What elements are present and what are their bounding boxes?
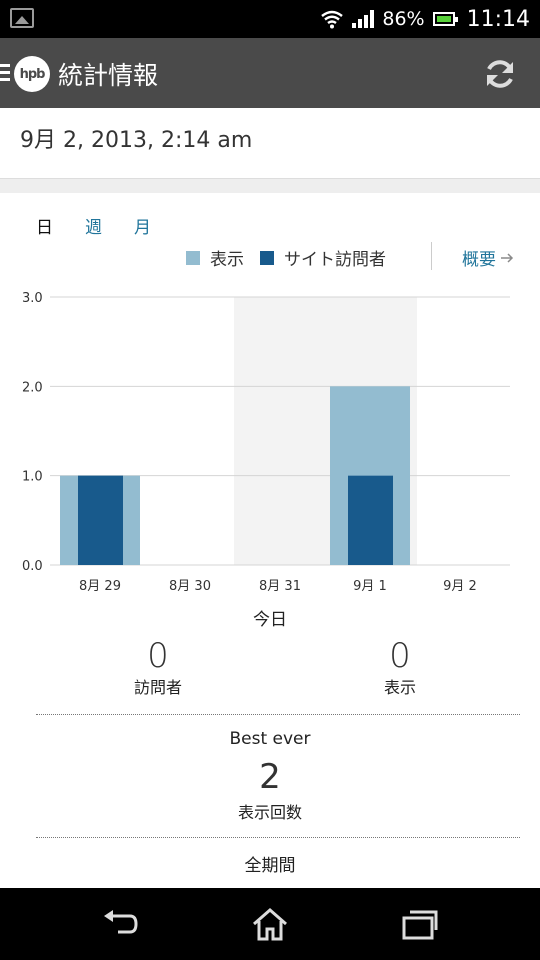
x-tick-label: 8月 29 [79,579,121,594]
chart-legend: 表示 サイト訪問者 [186,245,402,270]
x-tick-label: 9月 1 [353,579,387,594]
visitors-swatch [260,250,274,265]
today-visitors-label: 訪問者 [133,678,182,697]
refresh-icon[interactable] [482,56,518,92]
tab-month[interactable]: 月 [134,218,151,238]
today-views: 0 表示 [300,636,500,698]
today-visitors: 0 訪問者 [58,636,258,698]
overview-link[interactable]: 概要 [462,245,514,270]
tab-day[interactable]: 日 [36,218,53,238]
stats-chart: 0.0 1.0 2.0 3.0 8月 29 8月 30 8月 31 9月 1 9月 2 [22,291,510,594]
y-tick-label: 2.0 [22,380,43,395]
overview-label: 概要 [462,250,496,270]
best-ever-label: Best ever [229,729,311,749]
page-title: 統計情報 [58,61,159,90]
drawer-menu-icon[interactable] [0,64,10,82]
tab-week[interactable]: 週 [85,218,102,238]
views-swatch [186,250,200,265]
x-tick-label: 8月 31 [259,579,301,594]
best-ever-value: 2 [259,757,281,797]
bar-visitors [348,475,393,565]
legend-separator [431,242,432,270]
date-row: 9月 2, 2013, 2:14 am [0,108,540,178]
legend-views: 表示 [186,245,244,270]
battery-percent: 86% [382,8,425,30]
period-tabs: 日 週 月 [36,213,151,238]
divider-dotted [36,837,520,838]
today-views-value: 0 [389,636,411,676]
wifi-icon [321,10,344,29]
y-tick-label: 1.0 [22,470,43,485]
signal-icon [352,10,375,28]
battery-icon [432,12,458,26]
clock: 11:14 [466,6,530,32]
legend-views-label: 表示 [210,250,244,270]
x-tick-label: 8月 30 [169,579,211,594]
section-divider [0,178,540,193]
best-ever-sublabel: 表示回数 [237,803,302,822]
divider-dotted [36,714,520,715]
app-logo[interactable]: hpb [14,56,50,92]
recent-apps-icon[interactable] [400,906,440,942]
bar-visitors [78,475,123,565]
all-period-label: 全期間 [244,856,296,876]
status-bar: 86% 11:14 [0,0,540,38]
home-icon[interactable] [250,906,290,942]
legend-visitors: サイト訪問者 [260,245,386,270]
status-icons: 86% 11:14 [320,0,530,38]
stats-date: 9月 2, 2013, 2:14 am [20,128,253,153]
y-tick-label: 3.0 [22,291,43,306]
x-tick-label: 9月 2 [443,579,477,594]
image-notification-icon [10,8,34,28]
today-label: 今日 [253,610,287,630]
action-bar: hpb 統計情報 [0,38,540,108]
back-icon[interactable] [100,906,140,942]
legend-visitors-label: サイト訪問者 [284,250,386,270]
y-tick-label: 0.0 [22,559,43,574]
arrow-right-icon [501,252,514,263]
today-visitors-value: 0 [147,636,169,676]
navigation-bar [0,888,540,960]
today-views-label: 表示 [383,678,416,697]
